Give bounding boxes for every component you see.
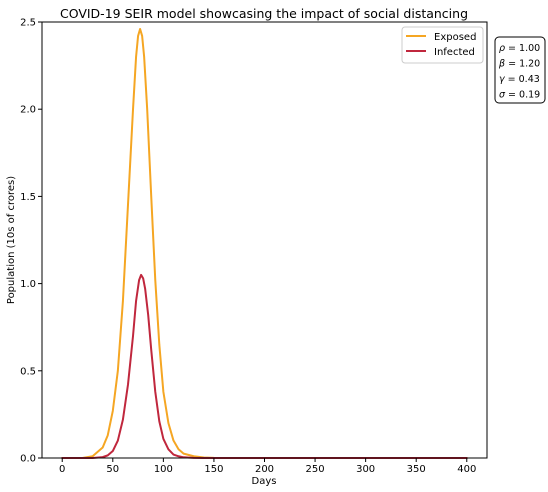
parameter-box-frame (494, 36, 546, 104)
x-tick-label: 100 (154, 464, 173, 475)
parameter-entry: σ = 0.19 (499, 90, 540, 101)
x-tick-label: 200 (255, 464, 274, 475)
chart-title: COVID-19 SEIR model showcasing the impac… (60, 6, 468, 21)
x-tick-label: 150 (204, 464, 223, 475)
x-axis-label: Days (252, 476, 277, 487)
legend-label-exposed: Exposed (434, 32, 476, 43)
plot-frame (41, 21, 488, 459)
legend-label-infected: Infected (434, 47, 475, 58)
y-tick-label: 0.0 (20, 454, 36, 465)
parameter-entry: β = 1.20 (498, 59, 540, 70)
y-tick-label: 1.5 (20, 192, 36, 203)
y-tick-label: 2.0 (20, 105, 36, 116)
plot-area (61, 27, 468, 459)
x-tick-label: 250 (306, 464, 325, 475)
x-tick-label: 350 (407, 464, 426, 475)
x-axis: 0 50 100 150 200 250 300 350 400 (59, 458, 476, 475)
y-tick-label: 1.0 (20, 279, 36, 290)
series-line-exposed (61, 27, 468, 459)
legend: Exposed Infected (401, 26, 484, 64)
x-tick-label: 300 (356, 464, 375, 475)
parameter-entry: ρ = 1.00 (499, 43, 540, 54)
parameter-entry: γ = 0.43 (499, 74, 540, 85)
y-tick-label: 2.5 (20, 18, 36, 29)
y-tick-label: 0.5 (20, 366, 36, 377)
x-tick-label: 0 (59, 464, 65, 475)
y-axis-label: Population (10s of crores) (6, 176, 17, 304)
x-tick-label: 50 (106, 464, 119, 475)
x-tick-label: 400 (457, 464, 476, 475)
y-axis: 0.0 0.5 1.0 1.5 2.0 2.5 (20, 18, 42, 465)
parameter-box: ρ = 1.00 β = 1.20 γ = 0.43 σ = 0.19 (494, 36, 546, 104)
